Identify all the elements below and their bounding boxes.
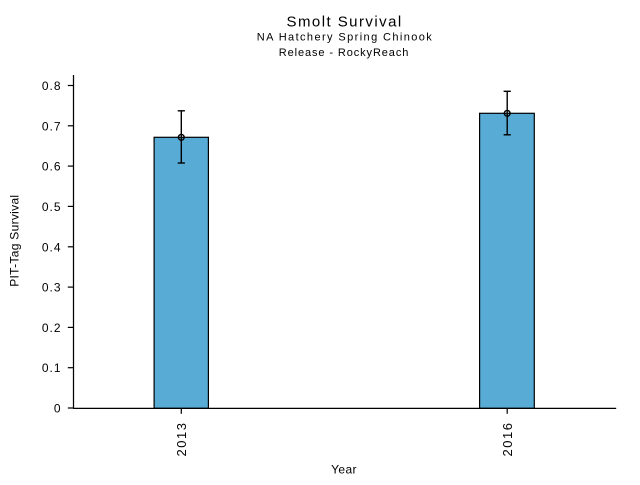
svg-text:0.1: 0.1 bbox=[42, 361, 62, 375]
svg-text:2016: 2016 bbox=[500, 422, 515, 457]
svg-text:0.7: 0.7 bbox=[42, 119, 62, 133]
svg-text:0.6: 0.6 bbox=[42, 160, 62, 174]
svg-text:0: 0 bbox=[54, 402, 62, 416]
svg-text:0.8: 0.8 bbox=[42, 79, 62, 93]
svg-text:0.2: 0.2 bbox=[42, 321, 62, 335]
svg-text:2013: 2013 bbox=[174, 422, 189, 457]
svg-text:0.4: 0.4 bbox=[42, 240, 62, 254]
svg-text:NA Hatchery Spring Chinook: NA Hatchery Spring Chinook bbox=[257, 31, 433, 43]
svg-text:PIT-Tag Survival: PIT-Tag Survival bbox=[7, 195, 21, 287]
svg-text:0.5: 0.5 bbox=[42, 200, 62, 214]
svg-text:Year: Year bbox=[331, 463, 357, 477]
svg-text:Smolt Survival: Smolt Survival bbox=[287, 14, 403, 31]
svg-text:Release - RockyReach: Release - RockyReach bbox=[279, 47, 410, 59]
svg-text:0.3: 0.3 bbox=[42, 281, 62, 295]
